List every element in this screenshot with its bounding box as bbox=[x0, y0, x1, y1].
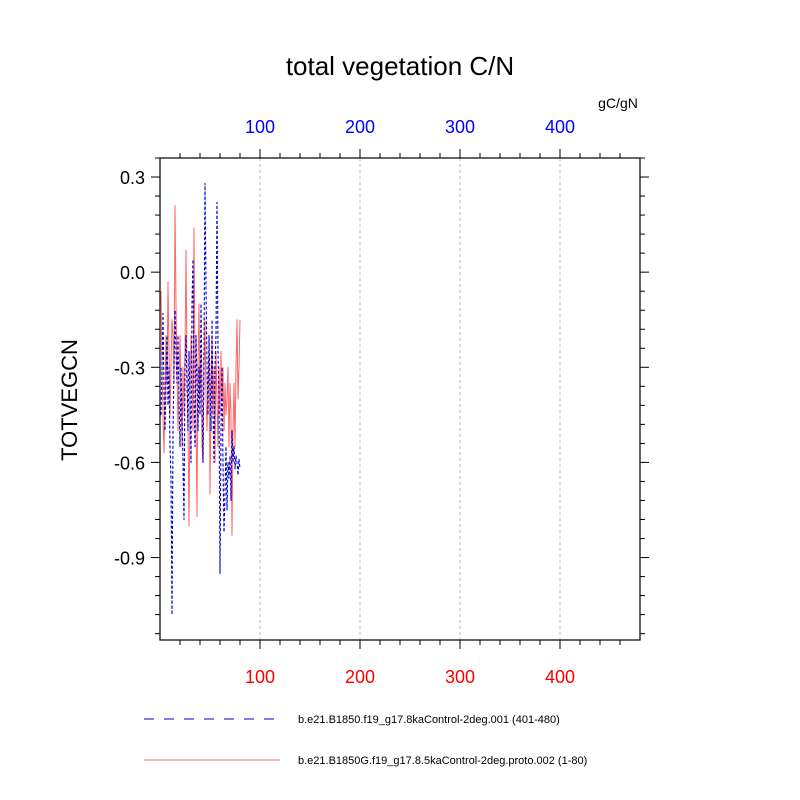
y-tick-label: -0.9 bbox=[114, 549, 145, 569]
plot-frame bbox=[159, 157, 641, 641]
axis-ticks bbox=[151, 149, 649, 649]
y-tick-label: -0.6 bbox=[114, 453, 145, 473]
legend-label-red: b.e21.B1850G.f19_g17.8.5kaControl-2deg.p… bbox=[298, 755, 587, 767]
x-tick-label-top: 200 bbox=[345, 117, 375, 137]
units-label: gC/gN bbox=[598, 95, 638, 111]
y-tick-label: 0.0 bbox=[120, 263, 145, 283]
x-tick-label-top: 400 bbox=[545, 117, 575, 137]
series-line-blue bbox=[160, 182, 241, 616]
x-tick-label-bottom: 100 bbox=[245, 667, 275, 687]
x-tick-label-bottom: 200 bbox=[345, 667, 375, 687]
legend: b.e21.B1850.f19_g17.8kaControl-2deg.001 … bbox=[144, 714, 587, 767]
grid bbox=[259, 158, 561, 640]
chart-title: total vegetation C/N bbox=[286, 51, 514, 81]
x-tick-label-top: 300 bbox=[445, 117, 475, 137]
axis-labels: 0.3 0.0 -0.3 -0.6 -0.9 100 100 200 200 300 300 400 4… bbox=[114, 117, 575, 687]
x-tick-label-bottom: 300 bbox=[445, 667, 475, 687]
y-tick-label: 0.3 bbox=[120, 168, 145, 188]
plot-lines bbox=[160, 182, 241, 616]
y-axis-label: TOTVEGCN bbox=[57, 339, 82, 461]
y-tick-label: -0.3 bbox=[114, 358, 145, 378]
legend-label-blue: b.e21.B1850.f19_g17.8kaControl-2deg.001 … bbox=[298, 714, 560, 726]
x-tick-label-bottom: 400 bbox=[545, 667, 575, 687]
x-tick-label-top: 100 bbox=[245, 117, 275, 137]
